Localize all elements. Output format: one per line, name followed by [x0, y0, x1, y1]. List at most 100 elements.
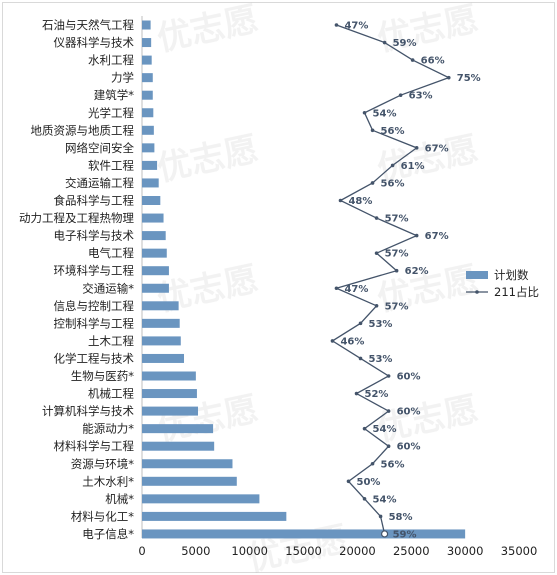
- line-point: [362, 426, 367, 431]
- watermark-text: 优志愿: [154, 389, 262, 449]
- watermark-text: 优志愿: [374, 0, 482, 59]
- bar: [142, 389, 197, 399]
- line-point: [414, 146, 419, 150]
- category-label: 电子信息*: [82, 527, 134, 541]
- x-tick-label: 25000: [393, 544, 430, 558]
- data-label: 57%: [385, 214, 409, 225]
- data-label: 67%: [425, 143, 449, 154]
- data-label: 54%: [373, 494, 397, 505]
- bar: [142, 353, 185, 363]
- bar: [142, 318, 180, 328]
- line-point: [446, 75, 451, 80]
- category-label: 力学: [111, 71, 134, 85]
- bar: [142, 424, 214, 434]
- bar: [142, 336, 181, 346]
- data-label: 59%: [393, 529, 417, 540]
- data-label: 50%: [357, 477, 381, 488]
- bar: [142, 371, 196, 381]
- line-point: [390, 163, 395, 168]
- category-label: 资源与环境*: [71, 457, 134, 471]
- bar: [142, 494, 260, 504]
- line-point: [386, 444, 391, 449]
- watermark-text: 优志愿: [374, 389, 482, 449]
- category-label: 光学工程: [88, 106, 134, 120]
- bar: [142, 213, 164, 223]
- line-point: [386, 374, 391, 378]
- category-label: 材料科学与工程: [54, 439, 135, 453]
- bar: [142, 301, 179, 311]
- data-label: 47%: [344, 21, 368, 32]
- x-tick-label: 5000: [181, 544, 210, 558]
- bar: [142, 108, 154, 118]
- category-label: 交通运输*: [82, 281, 134, 295]
- line-point: [358, 356, 363, 361]
- category-label: 环境科学与工程: [54, 264, 135, 278]
- category-label: 信息与控制工程: [54, 299, 135, 313]
- category-label: 计算机科学与技术: [42, 404, 134, 418]
- bar: [142, 459, 233, 469]
- line-point: [410, 58, 415, 62]
- category-label: 地质资源与地质工程: [31, 123, 135, 137]
- legend-label: 计划数: [494, 268, 529, 282]
- category-label: 土木水利*: [82, 474, 134, 488]
- category-label: 材料与化工*: [71, 509, 134, 523]
- x-tick-label: 20000: [339, 544, 376, 558]
- line-point: [386, 409, 391, 413]
- category-label: 电气工程: [88, 246, 134, 260]
- legend-label: 211占比: [494, 285, 539, 299]
- data-label: 61%: [401, 161, 425, 172]
- watermark-text: 优志愿: [154, 0, 262, 59]
- x-tick-label: 30000: [447, 544, 484, 558]
- data-label: 66%: [421, 56, 445, 67]
- legend-swatch-marker: [475, 290, 479, 294]
- data-label: 46%: [340, 336, 364, 347]
- data-label: 56%: [381, 459, 405, 470]
- category-label: 石油与天然气工程: [42, 18, 134, 32]
- line-point: [382, 40, 387, 45]
- bar: [142, 160, 158, 170]
- category-label: 动力工程及工程热物理: [19, 211, 134, 225]
- line-point: [362, 497, 367, 501]
- line-point-highlight: [380, 530, 389, 538]
- line-point: [374, 304, 379, 308]
- watermark-text: 优志愿: [154, 129, 262, 189]
- bar: [142, 283, 169, 293]
- x-tick-label: 10000: [231, 544, 268, 558]
- category-label: 食品科学与工程: [54, 194, 135, 208]
- data-label: 58%: [389, 512, 413, 523]
- line-point: [398, 93, 403, 97]
- line-point: [374, 216, 379, 220]
- bar: [142, 38, 152, 48]
- line-point: [334, 286, 339, 291]
- bar: [142, 178, 159, 188]
- category-label: 机械*: [105, 492, 134, 506]
- bar: [142, 406, 199, 416]
- line-point: [414, 233, 419, 238]
- data-label: 62%: [405, 266, 429, 277]
- data-label: 54%: [373, 108, 397, 119]
- data-label: 53%: [369, 319, 393, 330]
- bar: [142, 196, 161, 205]
- data-label: 67%: [425, 231, 449, 242]
- line-point: [330, 339, 335, 343]
- bar: [142, 511, 287, 521]
- line-point: [374, 251, 379, 255]
- category-label: 机械工程: [88, 387, 134, 401]
- line-point: [354, 391, 359, 396]
- bar: [142, 266, 169, 276]
- line-point: [378, 514, 383, 519]
- line-point: [394, 268, 399, 273]
- data-label: 47%: [344, 284, 368, 295]
- bar: [142, 476, 237, 486]
- category-label: 仪器科学与技术: [54, 36, 135, 50]
- watermark-text: 优志愿: [154, 259, 262, 319]
- bar: [142, 125, 154, 135]
- category-label: 化学工程与技术: [54, 351, 135, 365]
- bar: [142, 231, 166, 241]
- data-label: 57%: [385, 301, 409, 312]
- data-label: 56%: [381, 178, 405, 189]
- legend-swatch-bar: [466, 271, 488, 279]
- data-label: 60%: [397, 372, 421, 383]
- category-label: 水利工程: [88, 53, 134, 67]
